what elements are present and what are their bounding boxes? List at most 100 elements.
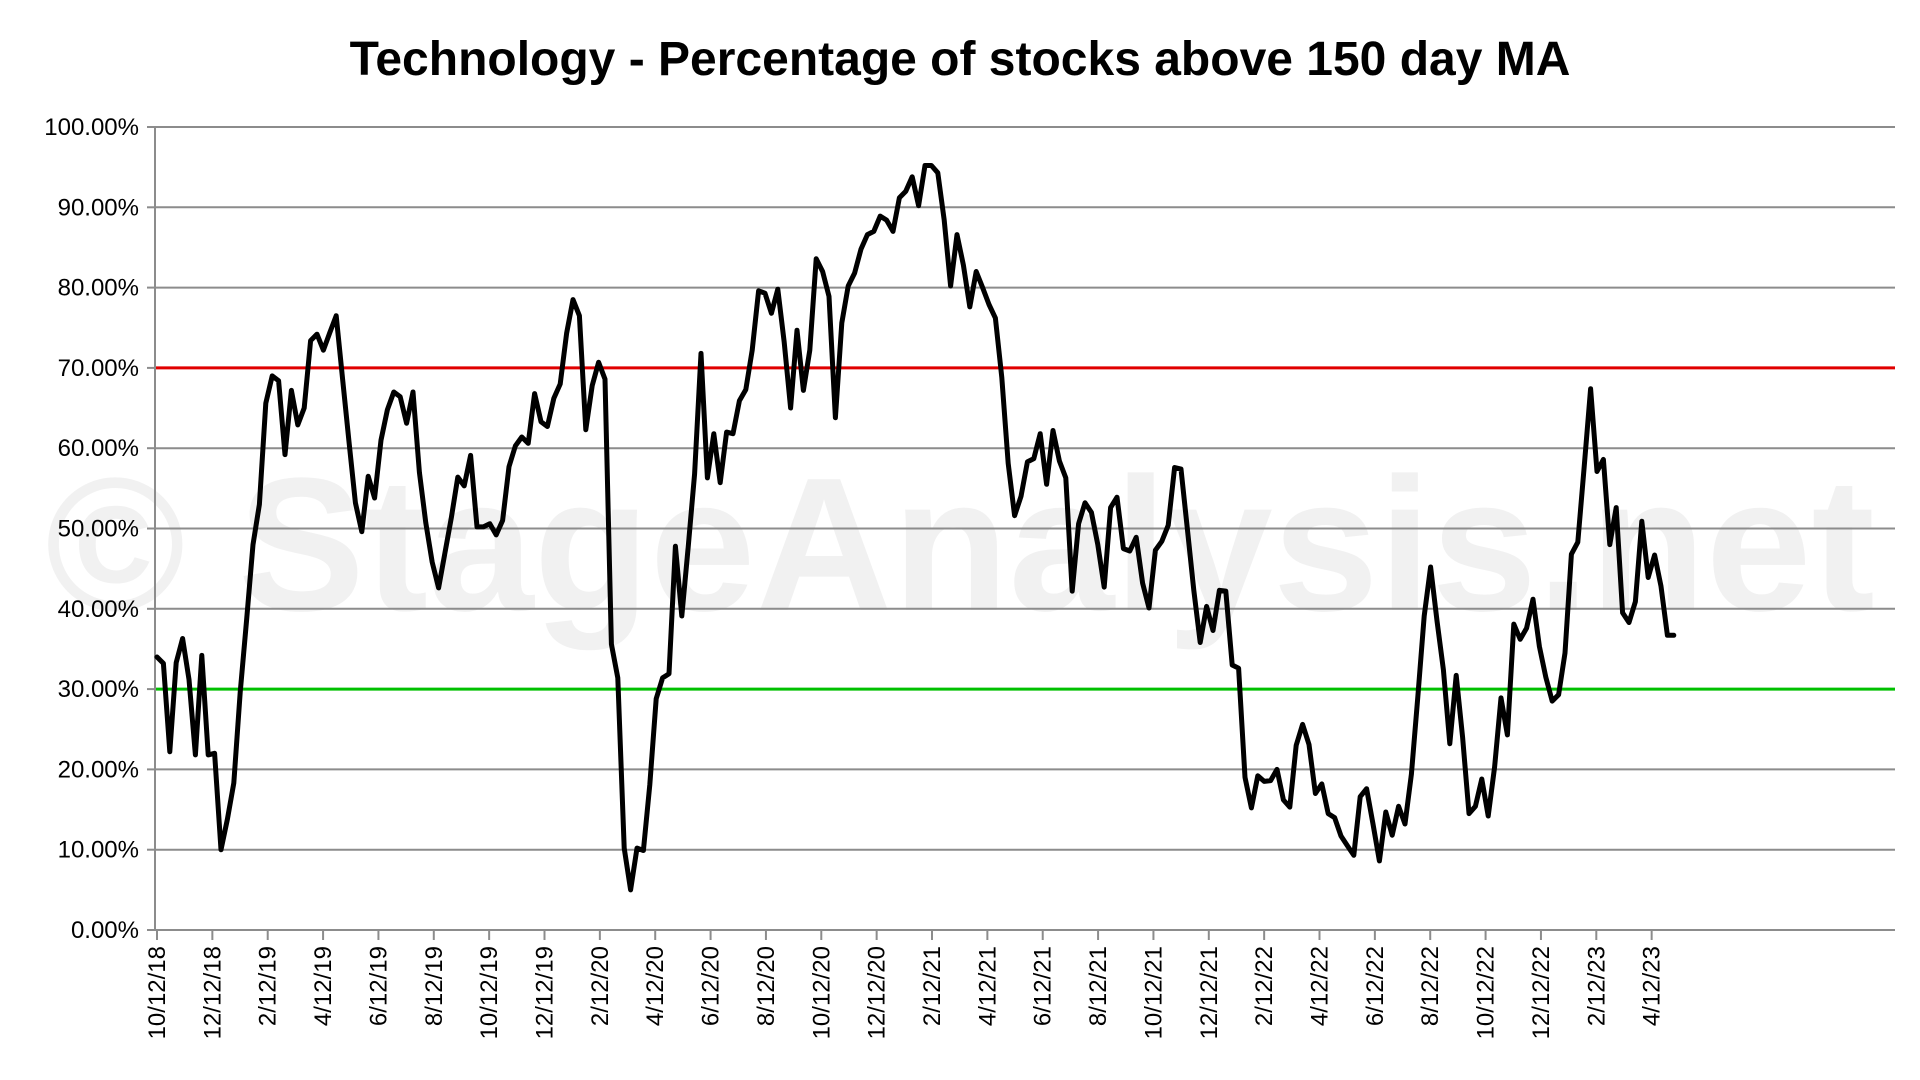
data-point <box>1090 511 1092 513</box>
data-point <box>1487 815 1489 817</box>
data-point <box>367 475 369 477</box>
data-point <box>975 270 977 273</box>
data-point <box>1295 744 1297 746</box>
data-point <box>1212 629 1214 632</box>
data-point <box>207 754 209 756</box>
data-point <box>476 526 478 528</box>
data-point <box>322 349 324 351</box>
data-point <box>559 383 561 385</box>
data-point <box>1231 664 1233 666</box>
data-point <box>310 340 312 342</box>
data-point <box>662 677 664 679</box>
data-point <box>553 397 555 399</box>
data-point <box>1014 515 1016 517</box>
x-axis-tick-labels: 10/12/18 12/12/18 2/12/19 4/12/19 6/12/19 8/1… <box>144 946 1666 1039</box>
data-point <box>1462 736 1464 738</box>
data-point <box>1481 778 1483 780</box>
x-tick-label: 12/12/19 <box>532 946 559 1039</box>
data-point <box>1193 589 1195 591</box>
data-point <box>1583 466 1585 468</box>
data-point <box>156 656 158 658</box>
data-point <box>1276 768 1278 771</box>
data-point <box>425 522 427 524</box>
chart-title: Technology - Percentage of stocks above … <box>350 33 1571 86</box>
data-point <box>1263 780 1265 783</box>
data-point <box>175 662 177 664</box>
data-point <box>514 445 517 447</box>
x-tick-label: 6/12/19 <box>365 946 392 1026</box>
data-point <box>495 534 497 536</box>
x-tick-label: 8/12/20 <box>753 946 780 1026</box>
data-point <box>1039 433 1041 435</box>
data-point <box>508 466 510 468</box>
data-point <box>271 375 273 377</box>
x-tick-label: 2/12/20 <box>587 946 614 1026</box>
data-point <box>681 615 683 617</box>
x-tick-label: 4/12/19 <box>310 946 337 1026</box>
data-point <box>521 436 523 438</box>
x-tick-label: 2/12/22 <box>1251 946 1278 1026</box>
data-point <box>1519 638 1521 640</box>
data-point <box>815 258 817 260</box>
data-point <box>1513 623 1515 625</box>
data-point <box>873 230 875 232</box>
data-point <box>1289 806 1291 808</box>
x-tick-label: 6/12/21 <box>1030 946 1057 1026</box>
x-tick-label: 12/12/22 <box>1528 946 1555 1039</box>
x-tick-label: 2/12/19 <box>255 946 282 1026</box>
data-point <box>1436 620 1438 622</box>
data-point <box>1103 586 1105 588</box>
data-point <box>1654 554 1656 556</box>
data-point <box>1116 496 1118 498</box>
data-point <box>598 361 600 363</box>
data-point <box>738 400 741 402</box>
data-point <box>182 637 184 640</box>
data-point <box>246 619 248 621</box>
data-point <box>1007 462 1009 465</box>
data-point <box>1142 582 1144 584</box>
data-point <box>783 341 785 343</box>
data-point <box>854 272 856 274</box>
data-point <box>1033 458 1035 460</box>
x-tick-label: 4/12/23 <box>1639 946 1666 1026</box>
x-tick-label: 10/12/20 <box>808 946 835 1039</box>
data-point <box>777 288 779 290</box>
y-tick-label: 80.00% <box>58 275 139 302</box>
data-point <box>1058 460 1060 462</box>
data-point <box>1161 540 1163 542</box>
data-point <box>802 389 805 391</box>
data-point <box>758 290 760 292</box>
x-tick-label: 4/12/22 <box>1307 946 1334 1026</box>
data-point <box>1622 612 1624 614</box>
data-point <box>956 234 958 236</box>
data-point <box>1180 468 1182 470</box>
data-point <box>329 332 331 334</box>
data-point <box>578 315 581 317</box>
data-point <box>1474 805 1476 807</box>
data-point <box>1449 743 1451 745</box>
data-point <box>220 849 222 851</box>
x-tick-label: 8/12/21 <box>1085 946 1112 1026</box>
data-point <box>540 421 542 423</box>
data-point <box>1423 615 1425 617</box>
x-tick-label: 2/12/21 <box>919 946 946 1026</box>
data-point <box>982 287 984 289</box>
data-point <box>796 329 798 331</box>
data-point <box>1673 634 1675 636</box>
data-point <box>1001 376 1003 379</box>
data-point <box>1596 470 1598 473</box>
data-point <box>399 396 401 398</box>
data-point <box>470 454 472 456</box>
data-point <box>1455 674 1457 677</box>
data-point <box>457 476 459 478</box>
data-point <box>1199 641 1201 644</box>
data-point <box>745 389 747 391</box>
data-point <box>374 497 376 499</box>
data-point <box>732 433 734 435</box>
data-point <box>354 502 356 504</box>
data-point <box>1641 520 1643 522</box>
data-point <box>290 389 292 391</box>
data-point <box>1334 817 1336 819</box>
data-point <box>1410 773 1412 775</box>
